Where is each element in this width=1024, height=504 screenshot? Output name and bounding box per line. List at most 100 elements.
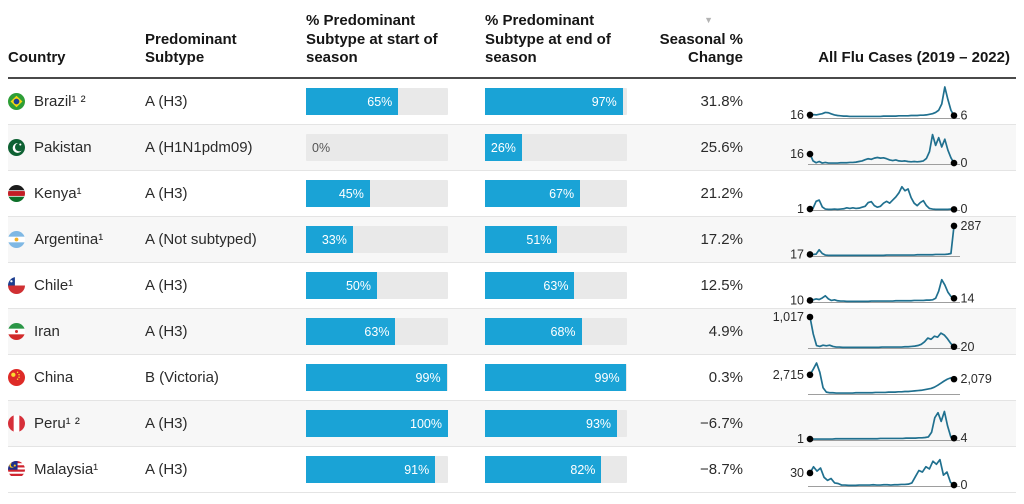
start-subtype-bar: 33%: [306, 226, 448, 253]
table-row: China B (Victoria) 99% 99% 0.3% 2,715 2,…: [8, 354, 1016, 400]
seasonal-change-value: 21.2%: [700, 185, 743, 202]
start-subtype-bar-cell: 63%: [306, 318, 485, 345]
start-subtype-bar-cell: 100%: [306, 410, 485, 437]
end-subtype-bar: 97%: [485, 88, 627, 115]
column-header-country[interactable]: Country: [8, 49, 145, 68]
flag-icon-iran: [8, 323, 25, 340]
table-row: Pakistan A (H1N1pdm09) 0% 26% 25.6% 16 0: [8, 124, 1016, 170]
flag-icon-argentina: [8, 231, 25, 248]
flu-cases-sparkline: 10 14: [745, 264, 1016, 308]
country-cell: Pakistan: [8, 139, 145, 156]
column-header-subtype-label: Predominant Subtype: [145, 30, 237, 67]
table-row: Argentina¹ A (Not subtyped) 33% 51% 17.2…: [8, 216, 1016, 262]
country-cell: Iran: [8, 323, 145, 340]
svg-text:6: 6: [961, 108, 968, 122]
start-subtype-bar: 63%: [306, 318, 448, 345]
svg-text:2,079: 2,079: [961, 372, 992, 386]
start-subtype-bar: 50%: [306, 272, 448, 299]
column-header-start-label: % Predominant Subtype at start of season: [306, 11, 438, 67]
column-header-end-pct[interactable]: % Predominant Subtype at end of season: [485, 12, 640, 68]
subtype-cell: B (Victoria): [145, 369, 219, 386]
svg-text:4: 4: [961, 431, 968, 445]
flag-icon-peru: [8, 415, 25, 432]
table-bottom-rule: [8, 492, 1016, 493]
end-subtype-bar-cell: 26%: [485, 134, 640, 161]
end-subtype-bar-cell: 82%: [485, 456, 640, 483]
start-subtype-bar-label: 45%: [338, 186, 364, 201]
country-cell: Kenya¹: [8, 185, 145, 202]
country-label: Argentina¹: [34, 231, 104, 248]
table-row: Kenya¹ A (H3) 45% 67% 21.2% 1 0: [8, 170, 1016, 216]
country-cell: Argentina¹: [8, 231, 145, 248]
start-subtype-bar-cell: 33%: [306, 226, 485, 253]
flag-icon-chile: [8, 277, 25, 294]
svg-text:1: 1: [797, 202, 804, 216]
column-header-flu-cases-label: All Flu Cases (2019 – 2022): [818, 49, 1010, 67]
seasonal-change-value: 17.2%: [700, 231, 743, 248]
end-subtype-bar: 26%: [485, 134, 627, 161]
start-subtype-bar: 91%: [306, 456, 448, 483]
subtype-cell: A (H3): [145, 185, 188, 202]
start-subtype-bar-cell: 45%: [306, 180, 485, 207]
table-row: Chile¹ A (H3) 50% 63% 12.5% 10 14: [8, 262, 1016, 308]
end-subtype-bar-label: 26%: [490, 140, 516, 155]
start-subtype-bar: 65%: [306, 88, 448, 115]
subtype-cell: A (H1N1pdm09): [145, 139, 253, 156]
end-subtype-bar-label: 51%: [526, 232, 552, 247]
start-subtype-bar-cell: 65%: [306, 88, 485, 115]
svg-text:14: 14: [961, 291, 975, 305]
start-subtype-bar: 99%: [306, 364, 448, 391]
end-subtype-bar-cell: 63%: [485, 272, 640, 299]
end-subtype-bar-cell: 67%: [485, 180, 640, 207]
flu-cases-sparkline: 1 4: [745, 402, 1016, 446]
country-label: Peru¹ ²: [34, 415, 80, 432]
svg-text:2,715: 2,715: [773, 367, 804, 381]
end-subtype-bar-label: 68%: [550, 324, 576, 339]
flag-icon-kenya: [8, 185, 25, 202]
svg-text:1: 1: [797, 432, 804, 446]
start-subtype-bar-cell: 91%: [306, 456, 485, 483]
table-row: Iran A (H3) 63% 68% 4.9% 1,017 20: [8, 308, 1016, 354]
seasonal-change-value: 0.3%: [708, 369, 743, 386]
column-header-subtype[interactable]: Predominant Subtype: [145, 31, 306, 69]
svg-text:0: 0: [961, 156, 968, 170]
end-subtype-bar-label: 67%: [549, 186, 575, 201]
country-cell: Chile¹: [8, 277, 145, 294]
svg-text:20: 20: [961, 339, 975, 353]
svg-text:10: 10: [790, 293, 804, 307]
start-subtype-bar-label: 91%: [404, 462, 430, 477]
end-subtype-bar-label: 63%: [543, 278, 569, 293]
column-header-seasonal-change[interactable]: ▼ Seasonal % Change: [640, 14, 745, 69]
end-subtype-bar-cell: 97%: [485, 88, 640, 115]
svg-text:1,017: 1,017: [773, 310, 804, 324]
start-subtype-bar-cell: 50%: [306, 272, 485, 299]
subtype-cell: A (H3): [145, 93, 188, 110]
table-row: Peru¹ ² A (H3) 100% 93% −6.7% 1 4: [8, 400, 1016, 446]
country-label: Pakistan: [34, 139, 92, 156]
sort-descending-icon[interactable]: ▼: [704, 14, 713, 25]
seasonal-change-value: 12.5%: [700, 277, 743, 294]
end-subtype-bar-label: 82%: [570, 462, 596, 477]
end-subtype-bar-cell: 93%: [485, 410, 640, 437]
country-label: Chile¹: [34, 277, 74, 294]
flu-cases-sparkline: 16 0: [745, 126, 1016, 170]
end-subtype-bar: 67%: [485, 180, 627, 207]
start-subtype-bar-label: 33%: [321, 232, 347, 247]
seasonal-change-value: −8.7%: [700, 461, 743, 478]
end-subtype-bar: 93%: [485, 410, 627, 437]
flu-cases-sparkline: 1 0: [745, 172, 1016, 216]
start-subtype-bar-label: 50%: [345, 278, 371, 293]
end-subtype-bar: 99%: [485, 364, 627, 391]
seasonal-change-value: 31.8%: [700, 93, 743, 110]
country-label: Brazil¹ ²: [34, 93, 86, 110]
table-header-row: Country Predominant Subtype % Predominan…: [8, 0, 1016, 79]
subtype-cell: A (H3): [145, 277, 188, 294]
seasonal-change-value: −6.7%: [700, 415, 743, 432]
column-header-flu-cases[interactable]: All Flu Cases (2019 – 2022): [745, 49, 1016, 68]
end-subtype-bar: 51%: [485, 226, 627, 253]
subtype-cell: A (H3): [145, 415, 188, 432]
end-subtype-bar: 63%: [485, 272, 627, 299]
flu-cases-sparkline: 30 0: [745, 448, 1016, 492]
column-header-start-pct[interactable]: % Predominant Subtype at start of season: [306, 12, 485, 68]
flag-icon-pakistan: [8, 139, 25, 156]
